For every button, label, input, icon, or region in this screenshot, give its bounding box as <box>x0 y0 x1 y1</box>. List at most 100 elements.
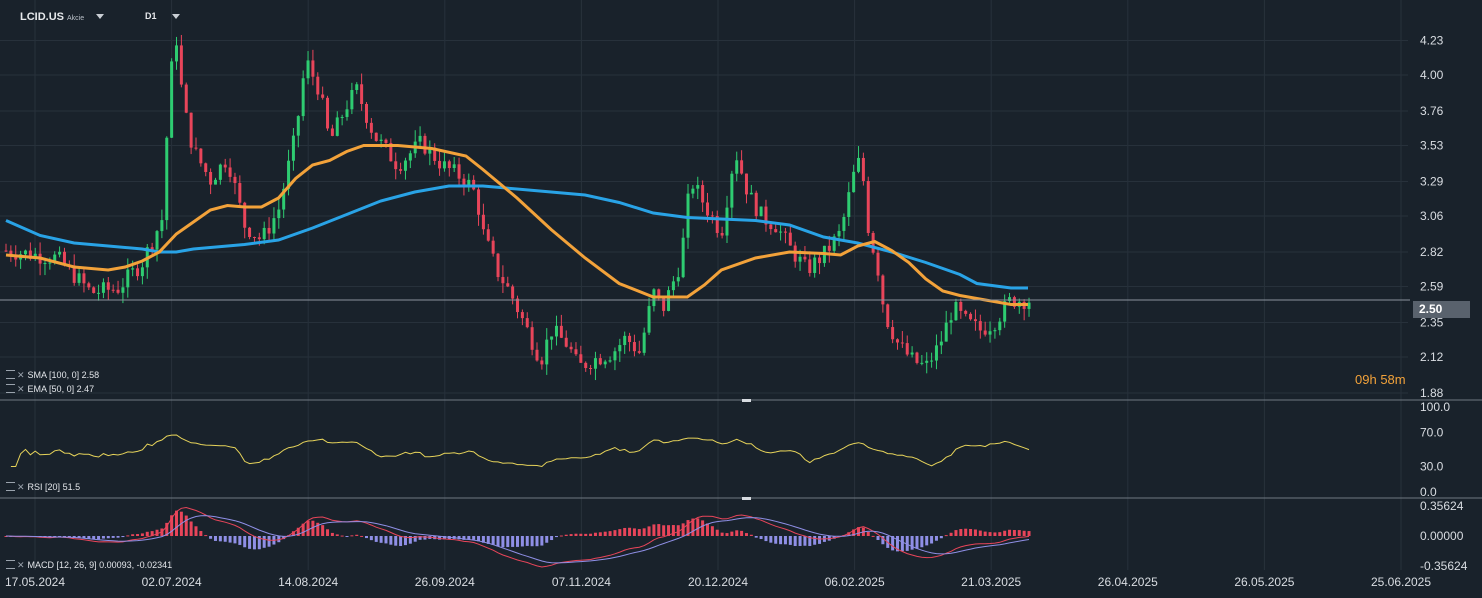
macd-bar <box>82 536 86 539</box>
macd-bar <box>184 515 188 536</box>
macd-bar <box>681 523 685 536</box>
timeframe-selector[interactable]: D1 <box>145 11 157 21</box>
candle-body <box>754 192 758 217</box>
candle-body <box>710 215 714 217</box>
macd-bar <box>472 536 476 540</box>
candle-body <box>248 227 252 238</box>
macd-bar <box>550 536 554 541</box>
candle-body <box>545 339 549 365</box>
candle-body <box>720 232 724 236</box>
settings-icon[interactable] <box>6 482 15 491</box>
macd-bar <box>993 532 997 536</box>
remove-icon[interactable]: ✕ <box>17 384 25 394</box>
macd-bar <box>710 526 714 536</box>
macd-bar <box>910 536 914 550</box>
candle-body <box>554 325 558 337</box>
macd-bar <box>667 525 671 536</box>
macd-bar <box>467 536 471 540</box>
candle-body <box>140 267 144 277</box>
countdown-h-unit: h <box>1369 372 1377 387</box>
candle-body <box>291 135 295 161</box>
candle-body <box>335 117 339 136</box>
macd-bar <box>895 536 899 552</box>
symbol-selector[interactable]: LCID.US Akcie <box>20 11 84 23</box>
macd-legend[interactable]: ✕ MACD [12, 26, 9] 0.00093, -0.02341 <box>6 559 172 571</box>
candle-body <box>667 290 671 311</box>
candle-body <box>481 214 485 230</box>
date-tick-label: 14.08.2024 <box>278 575 338 589</box>
price-tick-label: 2.59 <box>1420 280 1444 294</box>
candle-body <box>589 368 593 370</box>
candle-body <box>462 178 466 186</box>
macd-bar <box>511 536 515 547</box>
settings-icon[interactable] <box>6 560 15 569</box>
ema-legend[interactable]: ✕ EMA [50, 0] 2.47 <box>6 383 94 395</box>
panel-resize-handle[interactable] <box>742 399 751 402</box>
candle-body <box>447 161 451 169</box>
macd-bar <box>477 536 481 542</box>
macd-bar <box>316 522 320 536</box>
macd-bar <box>847 532 851 536</box>
candle-body <box>891 327 895 340</box>
countdown-hours: 09 <box>1355 372 1370 387</box>
remove-icon[interactable]: ✕ <box>17 370 25 380</box>
candle-body <box>998 321 1002 331</box>
macd-bar <box>876 536 880 540</box>
price-tick-label: 2.12 <box>1420 350 1444 364</box>
macd-bar <box>501 536 505 548</box>
macd-bar <box>779 536 783 545</box>
rsi-legend[interactable]: ✕ RSI [20] 51.5 <box>6 481 80 493</box>
candle-body <box>969 313 973 320</box>
candle-body <box>467 179 471 186</box>
macd-bar <box>92 536 96 540</box>
candle-body <box>287 160 291 189</box>
settings-icon[interactable] <box>6 370 15 379</box>
candle-body <box>389 142 393 162</box>
candle-body <box>150 247 154 250</box>
candle-body <box>964 310 968 314</box>
candle-body <box>204 163 208 172</box>
macd-bar <box>598 532 602 536</box>
macd-bar <box>564 534 568 536</box>
candle-body <box>881 275 885 305</box>
macd-bar <box>321 525 325 536</box>
macd-legend-text: MACD [12, 26, 9] 0.00093, -0.02341 <box>27 560 173 570</box>
candle-body <box>857 157 861 172</box>
candle-body <box>930 360 934 362</box>
candle-body <box>438 160 442 169</box>
price-tick-label: 4.00 <box>1420 68 1444 82</box>
macd-bar <box>925 536 929 546</box>
candle-body <box>486 229 490 241</box>
candle-body <box>691 188 695 194</box>
panel-resize-handle[interactable] <box>742 497 751 500</box>
sma-legend[interactable]: ✕ SMA [100, 0] 2.58 <box>6 369 99 381</box>
remove-icon[interactable]: ✕ <box>17 482 25 492</box>
macd-bar <box>1022 530 1026 536</box>
candle-body <box>598 358 602 365</box>
macd-bar <box>959 529 963 536</box>
macd-bar <box>871 535 875 537</box>
candle-body <box>954 301 958 321</box>
macd-bar <box>326 529 330 536</box>
candle-body <box>228 167 232 177</box>
date-tick-label: 26.09.2024 <box>415 575 475 589</box>
sma-legend-text: SMA [100, 0] 2.58 <box>27 370 100 380</box>
candle-body <box>559 325 563 338</box>
remove-icon[interactable]: ✕ <box>17 560 25 570</box>
macd-bar <box>930 536 934 544</box>
macd-bar <box>516 536 520 547</box>
candle-body <box>121 287 125 293</box>
macd-bar <box>657 524 661 536</box>
candle-body <box>62 251 66 265</box>
candle-body <box>574 349 578 355</box>
symbol-dropdown-icon[interactable] <box>96 14 104 19</box>
candle-body <box>403 160 407 171</box>
timeframe-dropdown-icon[interactable] <box>172 14 180 19</box>
candle-body <box>399 169 403 171</box>
macd-bar <box>589 533 593 536</box>
macd-bar <box>934 536 938 541</box>
candle-body <box>506 283 510 287</box>
candle-body <box>579 354 583 363</box>
settings-icon[interactable] <box>6 384 15 393</box>
